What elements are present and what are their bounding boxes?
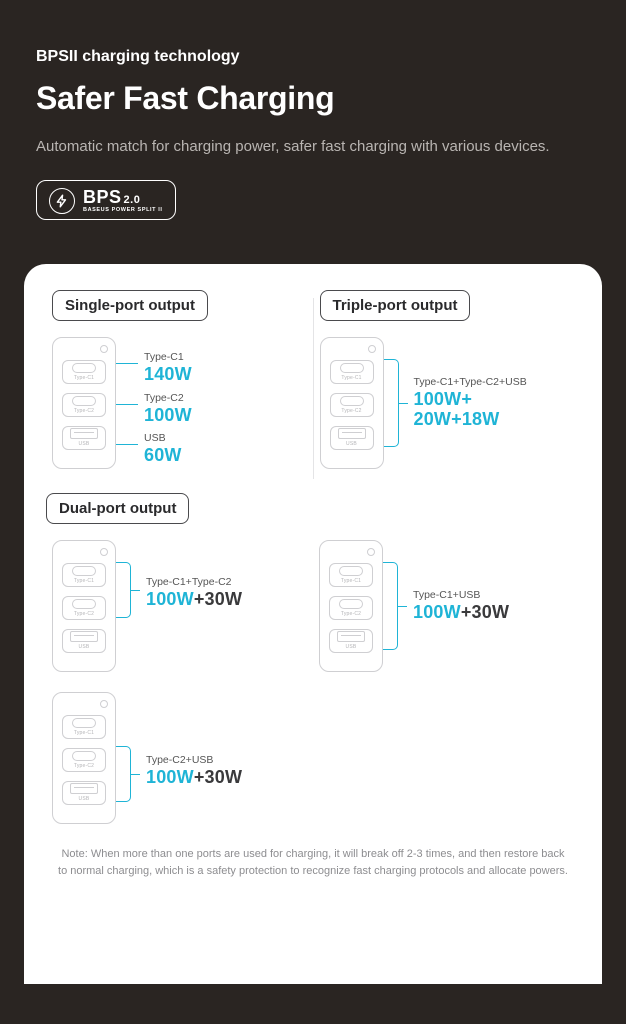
badge-main: BPS bbox=[83, 188, 122, 206]
lead-typec2: Type-C2 100W bbox=[116, 392, 192, 426]
section-tag-dual: Dual-port output bbox=[46, 493, 189, 524]
bps-badge: BPS 2.0 BASEUS POWER SPLIT II bbox=[36, 180, 176, 220]
triple-port-section: Triple-port output Type-C1 Type-C2 USB T… bbox=[314, 290, 581, 489]
subtitle: Automatic match for charging power, safe… bbox=[36, 135, 556, 160]
lead-typec1: Type-C1 140W bbox=[116, 351, 192, 385]
hero: BPSII charging technology Safer Fast Cha… bbox=[0, 0, 626, 242]
charger-icon: Type-C1 Type-C2 USB bbox=[52, 692, 116, 824]
eyebrow: BPSII charging technology bbox=[36, 48, 590, 66]
single-port-section: Single-port output Type-C1 Type-C2 USB T… bbox=[46, 290, 313, 489]
charger-icon: Type-C1 Type-C2 USB bbox=[319, 540, 383, 672]
badge-subtitle: BASEUS POWER SPLIT II bbox=[83, 208, 163, 214]
charger-icon: Type-C1 Type-C2 USB bbox=[320, 337, 384, 469]
footnote: Note: When more than one ports are used … bbox=[46, 846, 580, 880]
charger-icon: Type-C1 Type-C2 USB bbox=[52, 337, 116, 469]
badge-version: 2.0 bbox=[124, 195, 141, 206]
dual-combo-1: Type-C1 Type-C2 USB Type-C1+Type-C2 100W… bbox=[46, 540, 313, 692]
section-tag-single: Single-port output bbox=[52, 290, 208, 321]
bolt-icon bbox=[49, 188, 75, 214]
triple-output: Type-C1+Type-C2+USB 100W+ 20W+18W bbox=[414, 376, 527, 430]
page-title: Safer Fast Charging bbox=[36, 80, 590, 117]
lead-usb: USB 60W bbox=[116, 432, 192, 466]
dual-combo-2: Type-C1 Type-C2 USB Type-C1+USB 100W+30W bbox=[313, 540, 580, 692]
charger-icon: Type-C1 Type-C2 USB bbox=[52, 540, 116, 672]
dual-combo-3: Type-C1 Type-C2 USB Type-C2+USB 100W+30W bbox=[46, 692, 313, 844]
section-tag-triple: Triple-port output bbox=[320, 290, 471, 321]
specs-panel: Single-port output Type-C1 Type-C2 USB T… bbox=[24, 264, 602, 984]
